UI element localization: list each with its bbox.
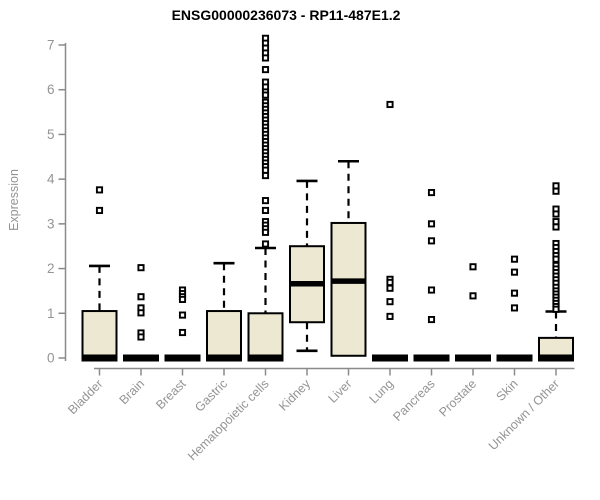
x-tick-label: Bladder (65, 377, 105, 417)
outlier-point (427, 220, 436, 228)
outlier-point (261, 172, 270, 180)
y-tick-label: 5 (47, 127, 55, 142)
outlier-point (261, 91, 270, 99)
outlier-point (261, 66, 270, 74)
x-tick-label: Lung (367, 377, 397, 407)
y-tick-label: 0 (47, 351, 55, 366)
outlier-point (552, 187, 560, 195)
outlier-point (178, 311, 187, 319)
x-tick-label: Liver (326, 377, 355, 406)
y-tick-label: 2 (47, 261, 55, 276)
box (330, 221, 367, 357)
x-tick-label: Gastric (192, 377, 230, 415)
outlier-point (261, 54, 270, 62)
x-tick-label: Skin (494, 377, 521, 404)
outlier-point (510, 268, 519, 276)
x-tick-label: Brain (117, 377, 148, 408)
collapsed-box (455, 354, 491, 362)
outlier-point (261, 228, 270, 236)
box (81, 310, 118, 359)
outlier-point (137, 264, 145, 272)
outlier-point (552, 255, 560, 263)
outlier-point (386, 298, 394, 306)
x-tick-label: Hematopoietic cells (185, 377, 272, 464)
box (247, 312, 284, 359)
outlier-point (469, 292, 477, 300)
box (206, 310, 242, 359)
outlier-point (386, 312, 394, 320)
outlier-point (386, 284, 394, 292)
x-tick-label: Pancreas (390, 377, 437, 424)
outlier-point (261, 197, 270, 205)
outlier-point (510, 289, 519, 297)
outlier-point (427, 286, 436, 294)
x-tick-label: Unknown / Other (486, 377, 562, 453)
outlier-point (552, 305, 560, 313)
outlier-point (427, 237, 436, 245)
collapsed-box (413, 354, 450, 362)
outlier-point (178, 328, 187, 337)
y-tick-label: 6 (47, 82, 55, 97)
outlier-point (386, 100, 394, 109)
y-tick-label: 4 (47, 172, 55, 187)
outlier-point (427, 315, 436, 324)
outlier-point (510, 255, 519, 263)
outlier-point (95, 206, 104, 214)
outlier-point (510, 304, 519, 312)
y-tick-label: 7 (47, 38, 55, 53)
y-tick-label: 1 (47, 306, 55, 321)
outlier-point (261, 206, 270, 214)
collapsed-box (164, 354, 201, 362)
outlier-point (552, 210, 560, 218)
outlier-point (137, 293, 145, 301)
outlier-point (552, 223, 560, 231)
collapsed-box (123, 354, 159, 362)
y-tick-label: 3 (47, 216, 55, 231)
outlier-point (386, 278, 394, 286)
outlier-point (137, 309, 145, 317)
outlier-point (427, 189, 436, 197)
outlier-point (137, 333, 145, 341)
outlier-point (95, 186, 104, 194)
outlier-point (469, 263, 477, 271)
collapsed-box (372, 354, 408, 362)
outlier-point (261, 240, 270, 248)
x-tick-label: Prostate (436, 377, 479, 420)
x-tick-label: Kidney (276, 376, 313, 413)
outlier-point (178, 295, 187, 303)
x-tick-label: Breast (153, 376, 189, 412)
collapsed-box (496, 354, 533, 362)
chart-title: ENSG00000236073 - RP11-487E1.2 (171, 7, 401, 23)
